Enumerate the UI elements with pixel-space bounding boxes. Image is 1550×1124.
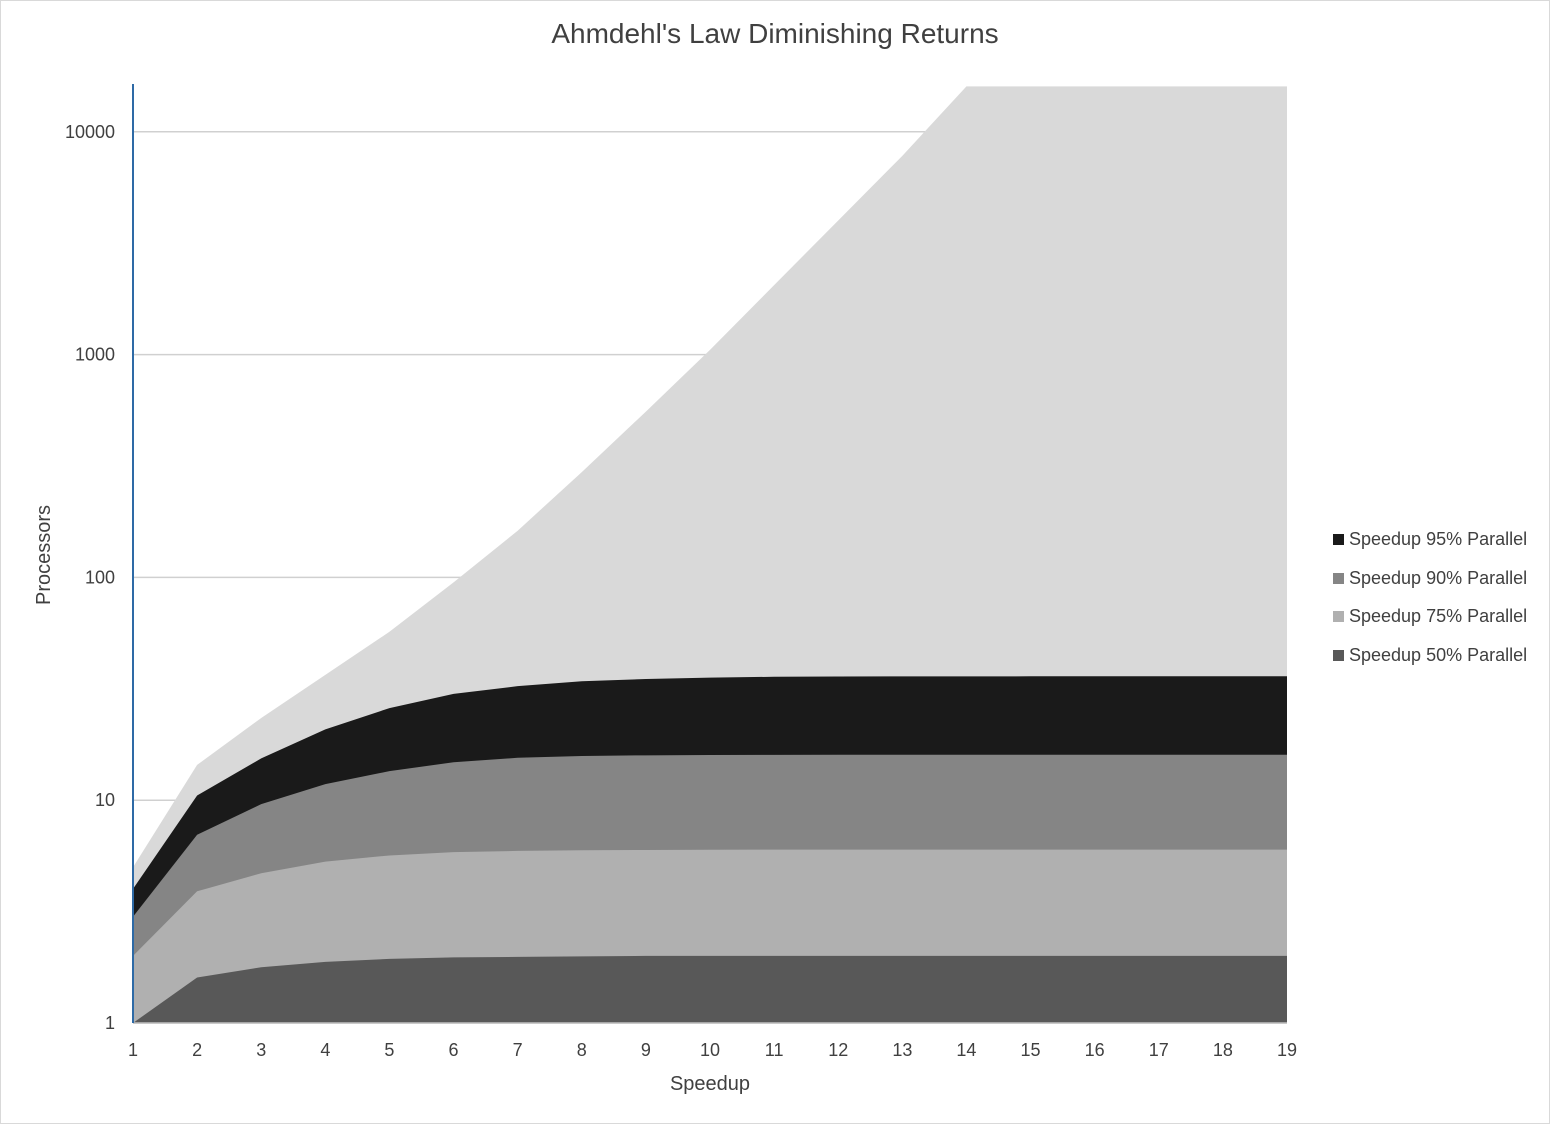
legend: Speedup 95% Parallel Speedup 90% Parallel… [1333,520,1527,675]
legend-item: Speedup 75% Parallel [1333,597,1527,636]
x-tick-label: 5 [384,1040,394,1060]
legend-item: Speedup 50% Parallel [1333,636,1527,675]
x-tick-label: 16 [1085,1040,1105,1060]
x-tick-label: 13 [892,1040,912,1060]
legend-item: Speedup 90% Parallel [1333,559,1527,598]
legend-label: Speedup 75% Parallel [1349,606,1528,627]
x-tick-label: 1 [128,1040,138,1060]
y-tick-label: 100 [85,567,115,587]
axes [132,84,1287,1024]
legend-label: Speedup 95% Parallel [1349,528,1528,549]
x-tick-label: 6 [449,1040,459,1060]
y-tick-label: 1 [105,1013,115,1033]
legend-swatch [1333,533,1344,545]
y-axis-title: Processors [33,505,55,605]
legend-swatch [1333,611,1344,623]
x-tick-label: 11 [765,1040,784,1060]
y-tick-label: 10000 [65,122,115,142]
area-series-4 [133,955,1287,1023]
legend-item: Speedup 95% Parallel [1333,520,1527,559]
x-tick-label: 2 [192,1040,202,1060]
legend-swatch [1333,649,1344,661]
x-tick-label: 12 [828,1040,848,1060]
x-tick-labels: 1 2 3 4 5 6 7 8 9 10 11 12 13 14 15 16 17 18 19 [128,1040,1297,1060]
x-tick-label: 14 [956,1040,976,1060]
x-tick-label: 9 [641,1040,651,1060]
legend-label: Speedup 50% Parallel [1349,644,1528,665]
x-tick-label: 17 [1149,1040,1169,1060]
y-tick-label: 1000 [75,345,115,365]
x-tick-label: 7 [513,1040,523,1060]
x-tick-label: 3 [256,1040,266,1060]
x-tick-label: 10 [700,1040,720,1060]
x-tick-label: 4 [320,1040,330,1060]
area-series [133,86,1287,1023]
chart-title: Ahmdehl's Law Diminishing Returns [551,18,999,49]
x-tick-label: 19 [1277,1040,1297,1060]
legend-label: Speedup 90% Parallel [1349,567,1528,588]
x-tick-label: 8 [577,1040,587,1060]
x-axis-title: Speedup [670,1073,750,1095]
y-tick-label: 10 [95,790,115,810]
x-tick-label: 18 [1213,1040,1233,1060]
y-tick-labels: 10000 1000 100 10 1 [65,122,115,1033]
x-tick-label: 15 [1021,1040,1041,1060]
legend-swatch [1333,572,1344,584]
